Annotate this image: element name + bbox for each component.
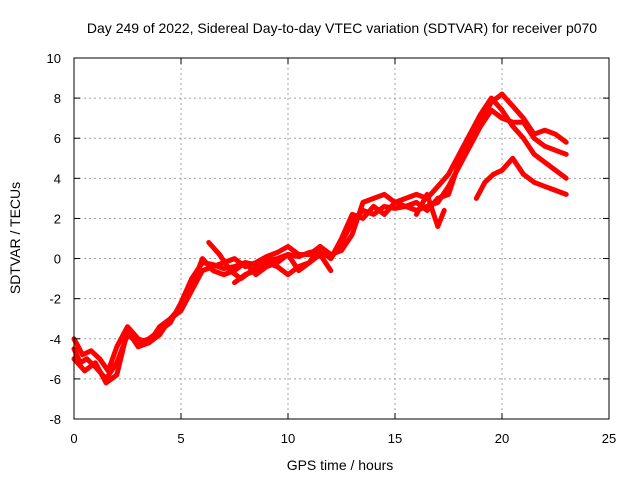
x-axis-label: GPS time / hours xyxy=(287,457,394,473)
grid-lines xyxy=(74,58,609,419)
x-tick-label: 25 xyxy=(602,431,616,446)
y-tick-label: 6 xyxy=(54,131,61,146)
x-tick-label: 0 xyxy=(70,431,77,446)
y-tick-label: -4 xyxy=(49,332,61,347)
y-axis-label: SDTVAR / TECUs xyxy=(7,182,23,294)
series-line-s3 xyxy=(71,91,569,386)
x-tick-label: 5 xyxy=(177,431,184,446)
y-tick-label: 4 xyxy=(54,171,61,186)
series-line-s7 xyxy=(473,155,569,201)
y-tick-label: -6 xyxy=(49,372,61,387)
x-tick-label: 15 xyxy=(388,431,402,446)
y-tick-label: 2 xyxy=(54,211,61,226)
y-tick-label: 0 xyxy=(54,252,61,267)
series-line-s5 xyxy=(232,252,334,286)
chart-title: Day 249 of 2022, Sidereal Day-to-day VTE… xyxy=(87,20,597,36)
axis-ticks: 0 5 10 15 20 25 -8 -6 -4 -2 0 2 4 6 8 10 xyxy=(47,51,617,446)
y-tick-label: -2 xyxy=(49,292,61,307)
series-line-s6 xyxy=(413,191,447,229)
x-tick-label: 20 xyxy=(495,431,509,446)
y-tick-label: -8 xyxy=(49,412,61,427)
y-tick-label: 8 xyxy=(54,91,61,106)
y-tick-label: 10 xyxy=(47,51,61,66)
series-group xyxy=(71,91,569,386)
x-tick-label: 10 xyxy=(281,431,295,446)
plot-frame xyxy=(73,57,610,420)
